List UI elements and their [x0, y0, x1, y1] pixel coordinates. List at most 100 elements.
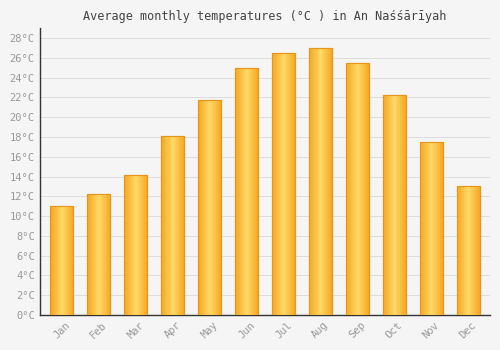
Bar [57, 206, 58, 315]
Bar [87, 194, 110, 315]
Bar [166, 136, 167, 315]
Bar [272, 53, 295, 315]
Bar [100, 194, 101, 315]
Bar [436, 142, 438, 315]
Bar [282, 53, 284, 315]
Bar [102, 194, 104, 315]
Bar [361, 63, 362, 315]
Bar [254, 68, 255, 315]
Bar [405, 95, 406, 315]
Bar [248, 68, 250, 315]
Bar [390, 95, 391, 315]
Bar [218, 100, 220, 315]
Bar [330, 48, 331, 315]
Bar [252, 68, 254, 315]
Bar [316, 48, 318, 315]
Bar [87, 194, 88, 315]
Bar [328, 48, 330, 315]
Bar [471, 187, 472, 315]
Bar [392, 95, 394, 315]
Bar [311, 48, 312, 315]
Bar [456, 187, 458, 315]
Bar [383, 95, 384, 315]
Bar [463, 187, 464, 315]
Bar [127, 175, 128, 315]
Bar [461, 187, 462, 315]
Bar [389, 95, 390, 315]
Bar [161, 136, 184, 315]
Bar [440, 142, 441, 315]
Bar [200, 100, 201, 315]
Bar [351, 63, 352, 315]
Bar [474, 187, 475, 315]
Bar [130, 175, 131, 315]
Bar [169, 136, 170, 315]
Bar [95, 194, 96, 315]
Bar [178, 136, 180, 315]
Bar [434, 142, 435, 315]
Bar [97, 194, 98, 315]
Bar [68, 206, 70, 315]
Bar [278, 53, 279, 315]
Bar [238, 68, 239, 315]
Bar [210, 100, 211, 315]
Bar [204, 100, 205, 315]
Bar [439, 142, 440, 315]
Bar [182, 136, 184, 315]
Bar [354, 63, 355, 315]
Bar [346, 63, 368, 315]
Bar [235, 68, 236, 315]
Bar [144, 175, 145, 315]
Bar [140, 175, 141, 315]
Bar [272, 53, 295, 315]
Bar [241, 68, 242, 315]
Bar [469, 187, 470, 315]
Bar [129, 175, 130, 315]
Bar [395, 95, 396, 315]
Bar [292, 53, 294, 315]
Bar [435, 142, 436, 315]
Bar [50, 206, 73, 315]
Bar [364, 63, 365, 315]
Bar [174, 136, 175, 315]
Bar [251, 68, 252, 315]
Bar [52, 206, 54, 315]
Bar [384, 95, 385, 315]
Bar [64, 206, 65, 315]
Bar [164, 136, 165, 315]
Bar [423, 142, 424, 315]
Bar [217, 100, 218, 315]
Bar [420, 142, 421, 315]
Bar [280, 53, 281, 315]
Bar [274, 53, 275, 315]
Bar [131, 175, 132, 315]
Bar [431, 142, 432, 315]
Bar [125, 175, 126, 315]
Bar [177, 136, 178, 315]
Bar [65, 206, 66, 315]
Bar [55, 206, 56, 315]
Bar [462, 187, 463, 315]
Bar [171, 136, 172, 315]
Bar [245, 68, 246, 315]
Bar [104, 194, 105, 315]
Bar [468, 187, 469, 315]
Bar [288, 53, 290, 315]
Bar [90, 194, 91, 315]
Bar [355, 63, 356, 315]
Bar [71, 206, 72, 315]
Bar [87, 194, 110, 315]
Bar [242, 68, 244, 315]
Bar [136, 175, 137, 315]
Bar [286, 53, 287, 315]
Bar [168, 136, 169, 315]
Bar [89, 194, 90, 315]
Bar [460, 187, 461, 315]
Bar [346, 63, 348, 315]
Bar [459, 187, 460, 315]
Bar [396, 95, 398, 315]
Bar [124, 175, 147, 315]
Bar [50, 206, 73, 315]
Bar [255, 68, 256, 315]
Bar [349, 63, 350, 315]
